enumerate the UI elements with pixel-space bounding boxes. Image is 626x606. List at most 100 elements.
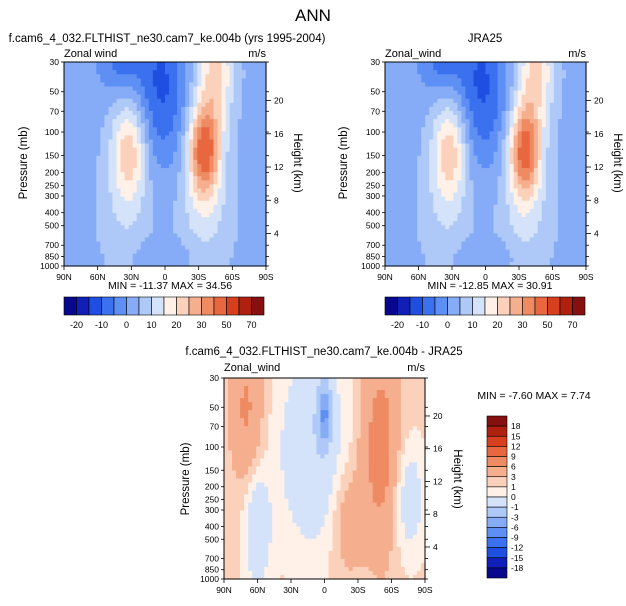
field-cell <box>445 233 450 238</box>
field-cell <box>453 193 458 198</box>
field-cell <box>534 246 539 251</box>
field-cell <box>465 254 470 259</box>
field-cell <box>453 62 458 67</box>
field-cell <box>562 131 567 136</box>
field-cell <box>570 164 575 169</box>
field-cell <box>209 176 214 181</box>
field-cell <box>161 62 166 67</box>
field-cell <box>425 250 430 255</box>
field-cell <box>421 197 426 202</box>
field-cell <box>197 111 202 116</box>
field-cell <box>157 86 162 91</box>
min-max-label: MIN = -11.37 MAX = 34.56 <box>108 280 232 292</box>
field-cell <box>498 119 503 124</box>
field-cell <box>234 197 239 202</box>
field-cell <box>445 115 450 120</box>
field-cell <box>197 168 202 173</box>
field-cell <box>574 217 579 222</box>
field-cell <box>502 221 507 226</box>
field-cell <box>526 209 531 214</box>
field-cell <box>121 123 126 128</box>
field-cell <box>209 135 214 140</box>
field-cell <box>510 164 515 169</box>
field-cell <box>129 258 134 263</box>
field-cell <box>141 225 146 230</box>
field-cell <box>522 127 527 132</box>
field-cell <box>429 91 434 96</box>
field-cell <box>137 82 142 87</box>
field-cell <box>429 95 434 100</box>
field-cell <box>437 164 442 169</box>
field-cell <box>502 160 507 165</box>
y-tick-label: 150 <box>45 151 59 161</box>
field-cell <box>177 250 182 255</box>
field-cell <box>498 82 503 87</box>
field-cell <box>417 78 422 83</box>
field-cell <box>189 237 194 242</box>
field-cell <box>165 111 170 116</box>
field-cell <box>121 254 126 259</box>
field-cell <box>153 111 158 116</box>
field-cell <box>121 74 126 79</box>
field-cell <box>546 180 551 185</box>
field-cell <box>230 254 235 259</box>
field-cell <box>574 127 579 132</box>
field-cell <box>397 127 402 132</box>
field-cell <box>417 237 422 242</box>
field-cell <box>401 242 406 247</box>
field-cell <box>510 176 515 181</box>
field-cell <box>490 209 495 214</box>
field-cell <box>254 205 259 210</box>
field-cell <box>477 250 482 255</box>
field-cell <box>445 246 450 251</box>
field-cell <box>502 95 507 100</box>
field-cell <box>250 172 255 177</box>
field-cell <box>213 246 218 251</box>
field-cell <box>469 66 474 71</box>
field-cell <box>250 78 255 83</box>
field-cell <box>133 148 138 153</box>
field-cell <box>201 103 206 108</box>
field-cell <box>64 103 69 108</box>
field-cell <box>246 115 251 120</box>
field-cell <box>429 250 434 255</box>
field-cell <box>181 172 186 177</box>
field-cell <box>250 237 255 242</box>
field-cell <box>213 131 218 136</box>
field-cell <box>465 221 470 226</box>
field-cell <box>477 205 482 210</box>
field-cell <box>570 107 575 112</box>
field-cell <box>84 140 89 145</box>
field-cell <box>437 86 442 91</box>
field-cell <box>108 213 113 218</box>
field-cell <box>562 205 567 210</box>
field-cell <box>506 148 511 153</box>
field-cell <box>238 197 243 202</box>
field-cell <box>157 148 162 153</box>
field-cell <box>165 144 170 149</box>
field-cell <box>230 91 235 96</box>
field-cell <box>96 205 101 210</box>
field-cell <box>574 131 579 136</box>
field-cell <box>246 237 251 242</box>
field-cell <box>169 78 174 83</box>
field-cell <box>421 131 426 136</box>
field-cell <box>153 78 158 83</box>
field-cell <box>441 74 446 79</box>
field-cell <box>125 250 130 255</box>
field-cell <box>413 168 418 173</box>
field-cell <box>226 184 231 189</box>
field-cell <box>189 78 194 83</box>
field-cell <box>205 172 210 177</box>
field-cell <box>205 107 210 112</box>
field-cell <box>108 176 113 181</box>
field-cell <box>429 148 434 153</box>
field-cell <box>457 62 462 67</box>
field-cell <box>578 160 583 165</box>
field-cell <box>530 237 535 242</box>
field-cell <box>121 119 126 124</box>
field-cell <box>246 119 251 124</box>
field-cell <box>104 123 109 128</box>
field-cell <box>80 242 85 247</box>
field-cell <box>457 237 462 242</box>
